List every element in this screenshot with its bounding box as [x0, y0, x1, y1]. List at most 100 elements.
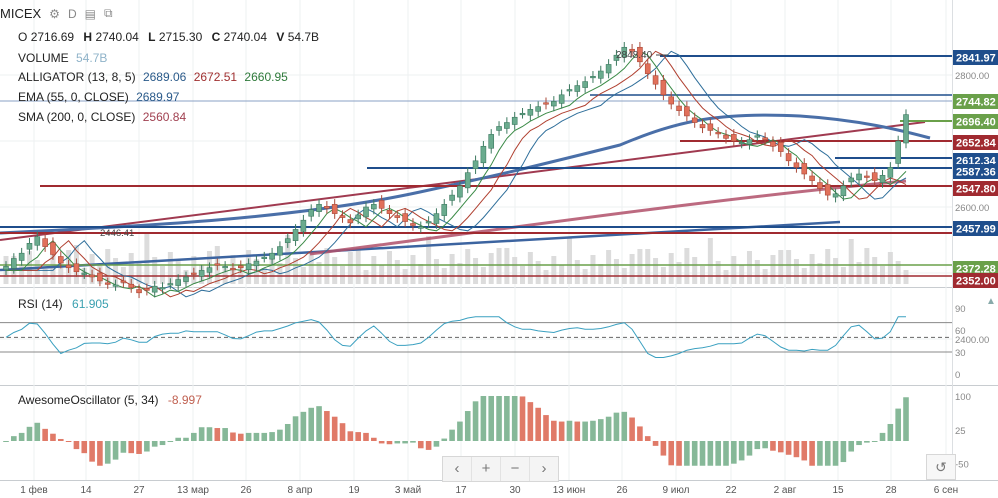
zoom-in-button[interactable]: + [472, 457, 501, 481]
candle [89, 269, 95, 283]
candle-body [277, 246, 283, 256]
candle [840, 180, 847, 202]
ao-bar [676, 441, 682, 466]
candle-body [11, 258, 17, 269]
ao-bar [11, 436, 17, 441]
candle [793, 157, 800, 173]
candle [18, 247, 25, 266]
ao-bar [394, 441, 401, 444]
volume-bar [512, 257, 518, 284]
time-tick-9: 30 [509, 485, 521, 496]
candle-body [738, 142, 745, 145]
candle-body [856, 173, 862, 181]
candle-body [120, 280, 127, 283]
rsi-label[interactable]: RSI (14) 61.905 [18, 297, 109, 311]
volume-bar [496, 248, 502, 284]
ohlc-h-label: H [83, 30, 93, 44]
candle [668, 91, 675, 110]
candle [371, 199, 377, 215]
candle-body [652, 75, 659, 85]
volume-bar [778, 250, 784, 284]
volume-bar [566, 237, 572, 284]
price-label-0: 2841.97 [956, 53, 996, 65]
ao-bar [582, 421, 588, 441]
price-label-1: 2744.82 [956, 97, 996, 109]
interval-label[interactable]: D [67, 6, 77, 21]
candle [316, 199, 322, 217]
candle-body [699, 124, 706, 129]
compare-icon[interactable]: ⧉ [103, 6, 113, 20]
ohlc-l-label: L [148, 30, 156, 44]
price-label-9: 2352.00 [956, 276, 996, 288]
candle [363, 201, 369, 223]
candle-body [253, 260, 260, 267]
time-tick-11: 26 [616, 485, 628, 496]
volume-bar [89, 254, 95, 284]
legend-alligator[interactable]: ALLIGATOR (13, 8, 5) 2689.06 2672.51 266… [18, 67, 288, 88]
candle-body [324, 206, 330, 209]
ao-label[interactable]: AwesomeOscillator (5, 34) -8.997 [18, 393, 202, 407]
candle-body [551, 101, 557, 107]
candle [394, 210, 401, 223]
bars-icon[interactable]: ▤ [84, 6, 96, 21]
candle-body [613, 54, 620, 61]
ao-bar [770, 441, 776, 451]
annotation-high: 2848.40 [616, 50, 653, 61]
candle [543, 97, 549, 110]
ao-bar [597, 419, 604, 441]
candle [472, 155, 479, 174]
candle [676, 100, 682, 116]
volume-bar [394, 260, 400, 284]
candle-body [887, 167, 894, 178]
volume-bar [574, 260, 580, 284]
candle [590, 71, 596, 83]
candle-body [464, 172, 471, 189]
candle-body [441, 204, 448, 216]
time-tick-8: 17 [455, 485, 467, 496]
volume-bar [473, 258, 479, 284]
candle-body [128, 283, 135, 288]
candle-body [417, 226, 424, 229]
scroll-left-button[interactable]: ‹ [443, 457, 472, 481]
legend-ema-name: EMA (55, 0, CLOSE) [18, 90, 129, 104]
ao-bar [277, 429, 283, 441]
legend-ema[interactable]: EMA (55, 0, CLOSE) 2689.97 [18, 87, 179, 108]
ao-bar [292, 416, 299, 441]
ao-bar [363, 432, 369, 441]
ao-bar [574, 421, 581, 441]
scroll-up-icon[interactable]: ▲ [986, 296, 996, 307]
volume-bar [809, 254, 815, 284]
scroll-right-button[interactable]: › [541, 460, 547, 477]
candle-body [230, 268, 236, 271]
candle-body [339, 215, 346, 218]
candle [120, 275, 127, 288]
volume-bar [433, 259, 439, 284]
gear-icon[interactable]: ⚙ [49, 6, 60, 21]
candle [151, 280, 158, 298]
ao-bar [511, 396, 518, 441]
volume-bar [864, 248, 870, 284]
price-tick-4: 2400.00 [955, 335, 989, 346]
reset-chart-button[interactable]: ↺ [926, 454, 956, 480]
candle [402, 208, 408, 227]
candle-body [198, 270, 205, 277]
candle-body [715, 132, 721, 135]
candle-body [527, 109, 534, 116]
candle-body [817, 182, 823, 189]
price-label-2: 2696.40 [956, 117, 996, 129]
ao-bar [300, 411, 307, 441]
legend-sma[interactable]: SMA (200, 0, CLOSE) 2560.84 [18, 107, 186, 128]
volume-bar [723, 270, 729, 284]
candle [104, 277, 111, 289]
ao-bar [355, 432, 361, 441]
legend-volume-value: 54.7B [76, 51, 108, 65]
legend-volume[interactable]: VOLUME 54.7B [18, 48, 107, 69]
ao-bar [144, 441, 150, 452]
candle [519, 108, 526, 119]
legend-sma-name: SMA (200, 0, CLOSE) [18, 110, 136, 124]
volume-bar [895, 261, 901, 284]
zoom-out-button[interactable]: − [501, 457, 530, 481]
candle-body [191, 272, 197, 275]
volume-bar [175, 261, 181, 284]
